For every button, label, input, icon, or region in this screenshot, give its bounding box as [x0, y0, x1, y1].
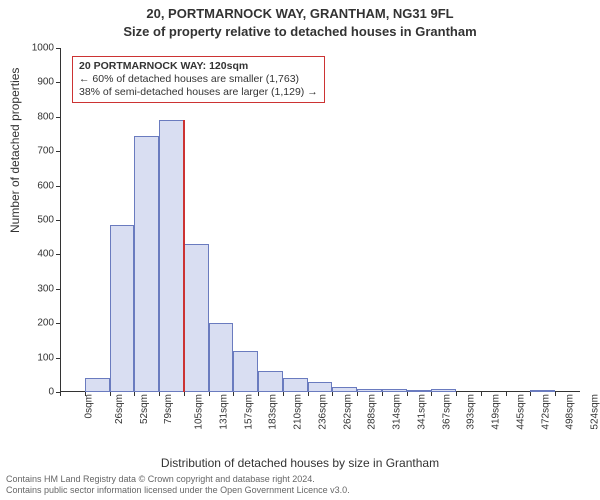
histogram-bar [110, 225, 135, 392]
x-tick-mark [308, 392, 309, 396]
x-tick-label: 157sqm [241, 394, 254, 430]
y-tick-mark [56, 48, 60, 49]
chart-title-address: 20, PORTMARNOCK WAY, GRANTHAM, NG31 9FL [0, 6, 600, 21]
x-tick-label: 210sqm [291, 394, 304, 430]
histogram-bar [184, 244, 209, 392]
histogram-bar [382, 389, 407, 392]
annotation-line: 38% of semi-detached houses are larger (… [79, 86, 318, 99]
x-tick-label: 367sqm [439, 394, 452, 430]
histogram-bar [357, 389, 382, 392]
x-tick-label: 262sqm [340, 394, 353, 430]
y-tick-mark [56, 220, 60, 221]
x-axis-label: Distribution of detached houses by size … [0, 456, 600, 470]
x-tick-mark [110, 392, 111, 396]
histogram-bar [85, 378, 110, 392]
x-tick-label: 419sqm [489, 394, 502, 430]
x-tick-label: 183sqm [266, 394, 279, 430]
histogram-bar [431, 389, 456, 392]
histogram-bar [332, 387, 357, 392]
y-tick-mark [56, 358, 60, 359]
x-tick-mark [357, 392, 358, 396]
x-tick-mark [431, 392, 432, 396]
histogram-bar [407, 390, 432, 392]
annotation-box: 20 PORTMARNOCK WAY: 120sqm← 60% of detac… [72, 56, 325, 103]
plot-area: 010020030040050060070080090010000sqm26sq… [60, 48, 580, 392]
footer-attribution: Contains HM Land Registry data © Crown c… [6, 474, 350, 496]
x-tick-mark [382, 392, 383, 396]
x-tick-mark [60, 392, 61, 396]
x-tick-mark [258, 392, 259, 396]
y-axis-label: Number of detached properties [8, 68, 22, 233]
x-tick-label: 445sqm [514, 394, 527, 430]
x-tick-mark [134, 392, 135, 396]
histogram-bar [530, 390, 555, 392]
x-tick-label: 393sqm [464, 394, 477, 430]
x-tick-mark [332, 392, 333, 396]
x-tick-label: 314sqm [390, 394, 403, 430]
histogram-bar [159, 120, 184, 392]
x-tick-label: 236sqm [315, 394, 328, 430]
x-tick-label: 52sqm [137, 394, 150, 424]
x-tick-mark [506, 392, 507, 396]
y-tick-mark [56, 254, 60, 255]
histogram-bar [258, 371, 283, 392]
x-tick-label: 472sqm [538, 394, 551, 430]
x-tick-mark [555, 392, 556, 396]
x-tick-mark [481, 392, 482, 396]
x-tick-label: 26sqm [112, 394, 125, 424]
x-tick-label: 131sqm [216, 394, 229, 430]
y-tick-mark [56, 289, 60, 290]
x-tick-mark [85, 392, 86, 396]
x-tick-mark [233, 392, 234, 396]
footer-line: Contains HM Land Registry data © Crown c… [6, 474, 350, 485]
x-tick-mark [283, 392, 284, 396]
y-tick-mark [56, 117, 60, 118]
annotation-line: 20 PORTMARNOCK WAY: 120sqm [79, 60, 318, 73]
x-tick-label: 105sqm [192, 394, 205, 430]
x-tick-mark [530, 392, 531, 396]
x-tick-mark [209, 392, 210, 396]
histogram-bar [283, 378, 308, 392]
histogram-bar [134, 136, 159, 392]
y-tick-mark [56, 82, 60, 83]
axis-left [60, 48, 61, 392]
y-tick-mark [56, 323, 60, 324]
chart-title-desc: Size of property relative to detached ho… [0, 24, 600, 39]
x-tick-mark [184, 392, 185, 396]
x-tick-mark [159, 392, 160, 396]
annotation-line: ← 60% of detached houses are smaller (1,… [79, 73, 318, 86]
histogram-bar [209, 323, 234, 392]
property-size-histogram: 20, PORTMARNOCK WAY, GRANTHAM, NG31 9FL … [0, 0, 600, 500]
x-tick-mark [456, 392, 457, 396]
x-tick-label: 79sqm [161, 394, 174, 424]
x-tick-label: 341sqm [414, 394, 427, 430]
histogram-bar [308, 382, 333, 392]
x-tick-label: 288sqm [365, 394, 378, 430]
highlight-rule [183, 120, 185, 392]
footer-line: Contains public sector information licen… [6, 485, 350, 496]
x-tick-label: 0sqm [81, 394, 94, 418]
x-tick-mark [407, 392, 408, 396]
y-tick-mark [56, 151, 60, 152]
histogram-bar [233, 351, 258, 392]
x-tick-label: 498sqm [563, 394, 576, 430]
y-tick-mark [56, 186, 60, 187]
x-tick-label: 524sqm [588, 394, 600, 430]
